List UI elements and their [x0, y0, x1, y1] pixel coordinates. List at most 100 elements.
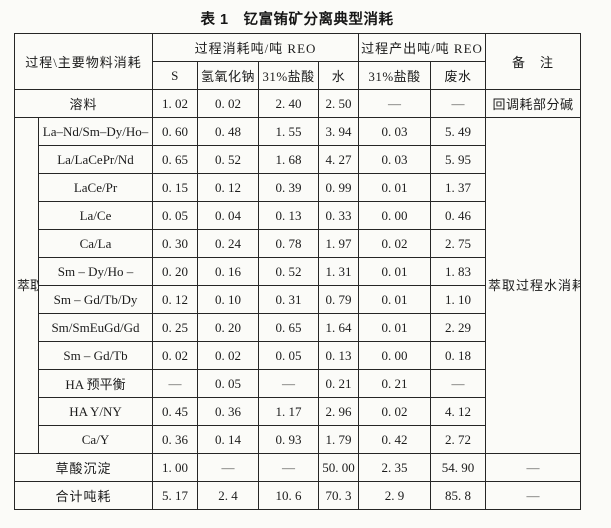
value-cell: 0. 46 [430, 201, 486, 230]
row-label: Sm/SmEuGd/Gd [38, 313, 153, 342]
value-cell: 4. 27 [318, 145, 359, 174]
value-cell: 0. 02 [197, 89, 259, 118]
value-cell: — [197, 453, 259, 482]
value-cell: 1. 37 [430, 173, 486, 202]
header-col-hcl-out: 31%盐酸 [358, 61, 431, 90]
value-cell: 0. 01 [358, 173, 431, 202]
value-cell: 2. 75 [430, 229, 486, 258]
value-cell: 2. 9 [358, 481, 431, 510]
header-group-output: 过程产出吨/吨 REO [358, 33, 486, 62]
value-cell: 1. 83 [430, 257, 486, 286]
row-label: La/LaCePr/Nd [38, 145, 153, 174]
value-cell: 70. 3 [318, 481, 359, 510]
value-cell: 0. 48 [197, 117, 259, 146]
value-cell: 5. 95 [430, 145, 486, 174]
value-cell: 0. 13 [258, 201, 319, 230]
remark-cell: — [485, 453, 581, 482]
value-cell: — [258, 453, 319, 482]
value-cell: 1. 79 [318, 425, 359, 454]
value-cell: 0. 78 [258, 229, 319, 258]
value-cell: 0. 20 [197, 313, 259, 342]
table-title: 表 1 钇富铕矿分离典型消耗 [200, 12, 394, 28]
value-cell: 0. 15 [152, 173, 198, 202]
remark-cell: — [485, 481, 581, 510]
value-cell: 4. 12 [430, 397, 486, 426]
header-col-water: 水 [318, 61, 359, 90]
value-cell: 0. 21 [358, 369, 431, 398]
header-group-consumption: 过程消耗吨/吨 REO [152, 33, 359, 62]
value-cell: 85. 8 [430, 481, 486, 510]
value-cell: 0. 04 [197, 201, 259, 230]
value-cell: 1. 31 [318, 257, 359, 286]
value-cell: 1. 00 [152, 453, 198, 482]
table-row: 草酸沉淀 1. 00 — — 50. 00 2. 35 54. 90 — [14, 453, 581, 482]
value-cell: 5. 17 [152, 481, 198, 510]
value-cell: 0. 18 [430, 341, 486, 370]
value-cell: 10. 6 [258, 481, 319, 510]
row-label: Ca/La [38, 229, 153, 258]
value-cell: 0. 39 [258, 173, 319, 202]
value-cell: 0. 24 [197, 229, 259, 258]
row-label: Sm – Gd/Tb/Dy [38, 285, 153, 314]
value-cell: — [258, 369, 319, 398]
value-cell: 54. 90 [430, 453, 486, 482]
value-cell: 0. 12 [197, 173, 259, 202]
header-col-hcl-in: 31%盐酸 [258, 61, 319, 90]
value-cell: 0. 31 [258, 285, 319, 314]
header-col-naoh: 氢氧化钠 [197, 61, 259, 90]
value-cell: 50. 00 [318, 453, 359, 482]
value-cell: 0. 05 [152, 201, 198, 230]
value-cell: 0. 03 [358, 117, 431, 146]
row-label: LaCe/Pr [38, 173, 153, 202]
table-row: 合计吨耗 5. 17 2. 4 10. 6 70. 3 2. 9 85. 8 — [14, 481, 581, 510]
row-label: HA Y/NY [38, 397, 153, 426]
value-cell: 1. 17 [258, 397, 319, 426]
value-cell: 0. 02 [358, 397, 431, 426]
table-row: 溶料 1. 02 0. 02 2. 40 2. 50 — — 回调耗部分碱 [14, 89, 581, 118]
value-cell: 0. 30 [152, 229, 198, 258]
value-cell: 0. 01 [358, 313, 431, 342]
value-cell: 3. 94 [318, 117, 359, 146]
value-cell: 2. 35 [358, 453, 431, 482]
value-cell: 1. 64 [318, 313, 359, 342]
value-cell: 0. 45 [152, 397, 198, 426]
value-cell: — [430, 369, 486, 398]
table-row: HA 预平衡 — 0. 05 — 0. 21 0. 21 — [15, 369, 581, 398]
value-cell: 0. 65 [258, 313, 319, 342]
value-cell: 0. 60 [152, 117, 198, 146]
value-cell: 2. 40 [258, 89, 319, 118]
row-label: 合计吨耗 [14, 481, 153, 510]
value-cell: 1. 55 [258, 117, 319, 146]
value-cell: 1. 10 [430, 285, 486, 314]
value-cell: 0. 05 [258, 341, 319, 370]
value-cell: 0. 03 [358, 145, 431, 174]
value-cell: 0. 36 [197, 397, 259, 426]
value-cell: 0. 65 [152, 145, 198, 174]
value-cell: 0. 20 [152, 257, 198, 286]
value-cell: 0. 25 [152, 313, 198, 342]
value-cell: 2. 4 [197, 481, 259, 510]
value-cell: 0. 93 [258, 425, 319, 454]
row-label: La/Ce [38, 201, 153, 230]
header-col-wastewater: 废水 [430, 61, 486, 90]
value-cell: 0. 01 [358, 257, 431, 286]
value-cell: 0. 00 [358, 201, 431, 230]
value-cell: 0. 99 [318, 173, 359, 202]
value-cell: 0. 05 [197, 369, 259, 398]
value-cell: 0. 42 [358, 425, 431, 454]
value-cell: 1. 97 [318, 229, 359, 258]
header-process-materials: 过程\主要物料消耗 [14, 33, 153, 90]
value-cell: 0. 13 [318, 341, 359, 370]
row-label: La–Nd/Sm–Dy/Ho– [38, 117, 153, 146]
header-col-s: S [152, 61, 198, 90]
row-label: 草酸沉淀 [14, 453, 153, 482]
value-cell: 0. 36 [152, 425, 198, 454]
value-cell: 0. 33 [318, 201, 359, 230]
value-cell: — [358, 89, 431, 118]
row-label: Sm – Gd/Tb [38, 341, 153, 370]
header-row-subcolumns: S 氢氧化钠 31%盐酸 水 31%盐酸 废水 [15, 61, 581, 90]
value-cell: 0. 52 [258, 257, 319, 286]
table-row: La/LaCePr/Nd 0. 65 0. 52 1. 68 4. 27 0. … [15, 145, 581, 174]
table-row: Sm – Gd/Tb/Dy 0. 12 0. 10 0. 31 0. 79 0.… [15, 285, 581, 314]
table-row: 萃取分离过程 La–Nd/Sm–Dy/Ho– 0. 60 0. 48 1. 55… [14, 117, 581, 454]
